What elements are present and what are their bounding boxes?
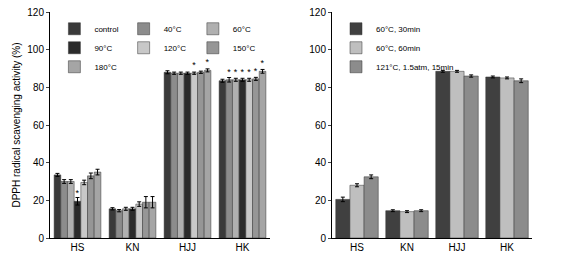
svg-text:0: 0	[38, 233, 44, 244]
svg-text:90°C: 90°C	[94, 44, 112, 53]
svg-text:80: 80	[33, 82, 45, 93]
svg-text:HJJ: HJJ	[448, 242, 465, 253]
svg-text:*: *	[234, 67, 238, 77]
svg-text:40: 40	[315, 157, 327, 168]
svg-text:120°C: 120°C	[164, 44, 187, 53]
svg-text:100: 100	[309, 44, 326, 55]
svg-text:*: *	[241, 67, 245, 77]
svg-text:*: *	[192, 60, 196, 70]
svg-text:*: *	[254, 66, 258, 76]
svg-text:120: 120	[27, 7, 44, 18]
svg-text:control: control	[94, 25, 118, 34]
svg-text:20: 20	[33, 195, 45, 206]
svg-text:20: 20	[315, 195, 327, 206]
svg-text:60: 60	[33, 120, 45, 131]
svg-text:180°C: 180°C	[94, 63, 117, 72]
svg-text:*: *	[206, 57, 210, 67]
svg-text:HS: HS	[71, 242, 85, 253]
svg-text:40: 40	[33, 157, 45, 168]
svg-text:60°C: 60°C	[233, 25, 251, 34]
svg-text:HJJ: HJJ	[179, 242, 196, 253]
svg-text:KN: KN	[126, 242, 140, 253]
svg-text:*: *	[261, 58, 265, 68]
svg-text:150°C: 150°C	[233, 44, 256, 53]
svg-text:KN: KN	[400, 242, 414, 253]
svg-text:60°C, 60min: 60°C, 60min	[376, 44, 420, 53]
svg-text:80: 80	[315, 82, 327, 93]
svg-text:60°C, 30min: 60°C, 30min	[376, 25, 420, 34]
svg-text:*: *	[227, 67, 231, 77]
svg-text:*: *	[76, 188, 80, 198]
svg-text:HS: HS	[350, 242, 364, 253]
svg-text:0: 0	[320, 233, 326, 244]
svg-text:100: 100	[27, 44, 44, 55]
svg-text:120: 120	[309, 7, 326, 18]
svg-text:40°C: 40°C	[164, 25, 182, 34]
svg-text:60: 60	[315, 120, 327, 131]
svg-text:121°C, 1.5atm, 15min: 121°C, 1.5atm, 15min	[376, 63, 453, 72]
svg-text:HK: HK	[500, 242, 514, 253]
svg-text:HK: HK	[236, 242, 250, 253]
svg-text:DPPH radical scavenging activi: DPPH radical scavenging activity (%)	[11, 42, 22, 207]
svg-text:*: *	[247, 67, 251, 77]
